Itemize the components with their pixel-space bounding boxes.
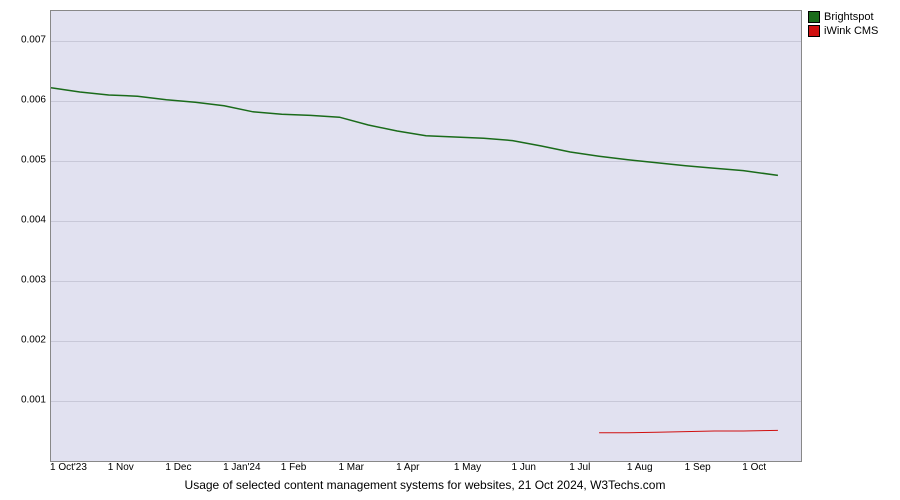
y-tick-label: 0.006: [2, 95, 46, 106]
x-tick-label: 1 Jun: [512, 462, 536, 473]
x-tick-label: 1 Apr: [396, 462, 419, 473]
x-tick-label: 1 Oct: [742, 462, 766, 473]
chart-caption: Usage of selected content management sys…: [50, 478, 800, 492]
legend-item-brightspot: Brightspot: [808, 10, 878, 24]
x-tick-label: 1 Oct'23: [50, 462, 87, 473]
y-tick-label: 0.002: [2, 335, 46, 346]
y-tick-label: 0.007: [2, 35, 46, 46]
series-lines: [51, 11, 801, 461]
x-tick-label: 1 Mar: [338, 462, 364, 473]
legend-swatch-icon: [808, 11, 820, 23]
legend-swatch-icon: [808, 25, 820, 37]
x-tick-label: 1 May: [454, 462, 481, 473]
legend-label: Brightspot: [824, 11, 874, 23]
legend: Brightspot iWink CMS: [808, 10, 878, 38]
plot-area: [50, 10, 802, 462]
x-tick-label: 1 Aug: [627, 462, 653, 473]
x-tick-label: 1 Jul: [569, 462, 590, 473]
chart-container: 0.001 0.002 0.003 0.004 0.005 0.006 0.007 1 Oc…: [0, 0, 900, 500]
y-tick-label: 0.003: [2, 275, 46, 286]
x-tick-label: 1 Feb: [281, 462, 307, 473]
y-tick-label: 0.004: [2, 215, 46, 226]
x-tick-label: 1 Dec: [165, 462, 191, 473]
y-tick-label: 0.005: [2, 155, 46, 166]
series-line: [599, 430, 778, 432]
x-tick-label: 1 Sep: [685, 462, 711, 473]
series-line: [51, 88, 778, 176]
legend-label: iWink CMS: [824, 25, 878, 37]
y-tick-label: 0.001: [2, 395, 46, 406]
x-tick-label: 1 Jan'24: [223, 462, 261, 473]
legend-item-iwink: iWink CMS: [808, 24, 878, 38]
x-tick-label: 1 Nov: [108, 462, 134, 473]
